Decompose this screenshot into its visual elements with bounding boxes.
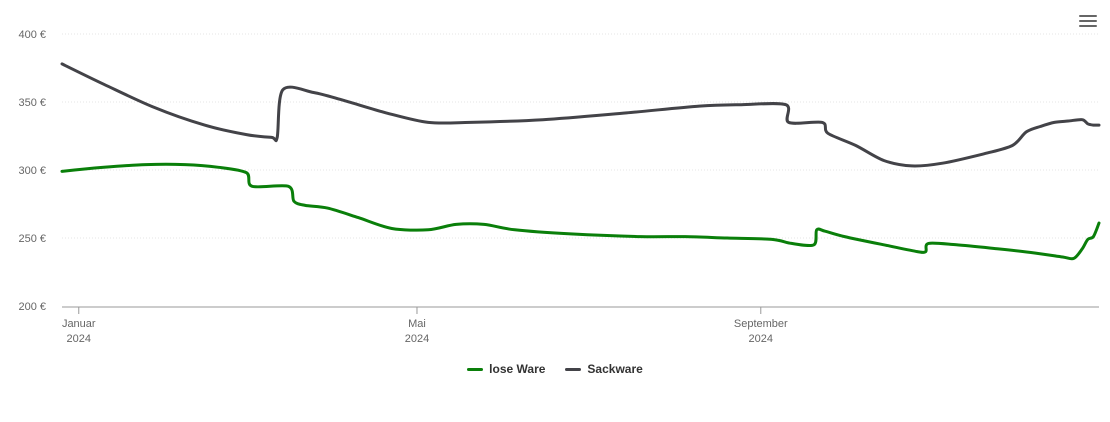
menu-bar	[1079, 20, 1097, 22]
y-tick-label: 300 €	[18, 165, 46, 177]
x-tick-label-month: Januar	[62, 318, 96, 330]
y-axis: 200 € 250 € 300 € 350 € 400 €	[18, 29, 46, 313]
menu-bar	[1079, 15, 1097, 17]
y-tick-label: 400 €	[18, 29, 46, 41]
chart-menu-button[interactable]	[1078, 12, 1098, 30]
x-tick-label-month: Mai	[408, 318, 426, 330]
grid-lines	[62, 33, 1099, 239]
x-tick-label-year: 2024	[405, 333, 429, 345]
x-tick-label-year: 2024	[749, 333, 773, 345]
series-line-lose-ware[interactable]	[60, 162, 1101, 261]
legend-swatch-lose-ware	[467, 367, 484, 371]
series-line-sackware[interactable]	[60, 62, 1101, 168]
legend-label-sackware: Sackware	[587, 362, 643, 376]
legend-item-lose-ware[interactable]: lose Ware	[467, 362, 545, 376]
x-axis: Januar 2024 Mai 2024 September 2024	[62, 306, 1099, 345]
y-tick-label: 200 €	[18, 301, 46, 313]
y-tick-label: 350 €	[18, 97, 46, 109]
x-tick-label-year: 2024	[67, 333, 91, 345]
legend-label-lose-ware: lose Ware	[489, 362, 546, 376]
series-lines	[60, 62, 1101, 261]
x-tick-label-month: September	[734, 318, 788, 330]
y-tick-label: 250 €	[18, 233, 46, 245]
legend-item-sackware[interactable]: Sackware	[565, 362, 643, 376]
menu-bar	[1079, 25, 1097, 27]
chart-legend: lose Ware Sackware	[0, 362, 1110, 376]
legend-swatch-sackware	[565, 367, 582, 371]
